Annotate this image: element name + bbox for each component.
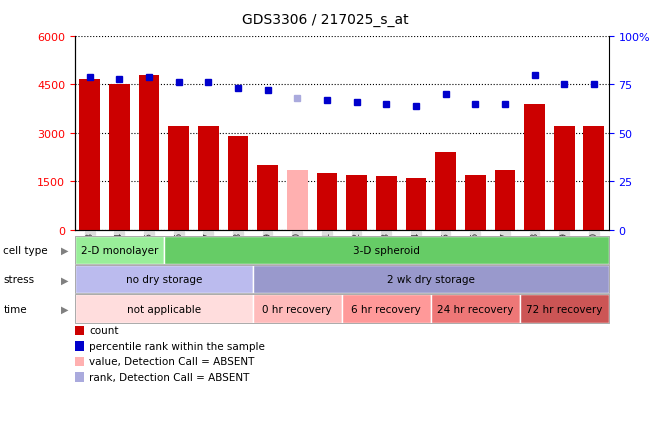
Text: ▶: ▶ bbox=[61, 275, 68, 285]
Bar bbox=[524, 105, 545, 230]
Text: 2-D monolayer: 2-D monolayer bbox=[81, 246, 158, 256]
Text: GDS3306 / 217025_s_at: GDS3306 / 217025_s_at bbox=[242, 13, 409, 27]
Bar bbox=[495, 171, 515, 230]
Bar bbox=[406, 178, 426, 230]
Bar bbox=[554, 127, 575, 230]
Text: 6 hr recovery: 6 hr recovery bbox=[352, 304, 421, 314]
Text: cell type: cell type bbox=[3, 246, 48, 256]
Bar bbox=[346, 175, 367, 230]
Bar bbox=[435, 153, 456, 230]
Bar bbox=[228, 137, 249, 230]
Text: 3-D spheroid: 3-D spheroid bbox=[353, 246, 420, 256]
Bar bbox=[198, 127, 219, 230]
Text: stress: stress bbox=[3, 275, 35, 285]
Text: not applicable: not applicable bbox=[127, 304, 201, 314]
Bar bbox=[257, 166, 278, 230]
Text: 2 wk dry storage: 2 wk dry storage bbox=[387, 275, 475, 285]
Bar bbox=[583, 127, 604, 230]
Text: 0 hr recovery: 0 hr recovery bbox=[262, 304, 332, 314]
Text: 72 hr recovery: 72 hr recovery bbox=[526, 304, 602, 314]
Text: no dry storage: no dry storage bbox=[126, 275, 202, 285]
Text: rank, Detection Call = ABSENT: rank, Detection Call = ABSENT bbox=[89, 372, 249, 382]
Text: percentile rank within the sample: percentile rank within the sample bbox=[89, 341, 265, 351]
Bar bbox=[79, 79, 100, 230]
Bar bbox=[168, 127, 189, 230]
Bar bbox=[109, 85, 130, 230]
Bar bbox=[316, 174, 337, 230]
Text: time: time bbox=[3, 304, 27, 314]
Bar bbox=[139, 76, 159, 230]
Text: ▶: ▶ bbox=[61, 304, 68, 314]
Text: value, Detection Call = ABSENT: value, Detection Call = ABSENT bbox=[89, 357, 255, 367]
Bar bbox=[376, 177, 396, 230]
Text: count: count bbox=[89, 326, 118, 335]
Bar bbox=[287, 171, 308, 230]
Bar bbox=[465, 175, 486, 230]
Text: 24 hr recovery: 24 hr recovery bbox=[437, 304, 514, 314]
Text: ▶: ▶ bbox=[61, 246, 68, 256]
